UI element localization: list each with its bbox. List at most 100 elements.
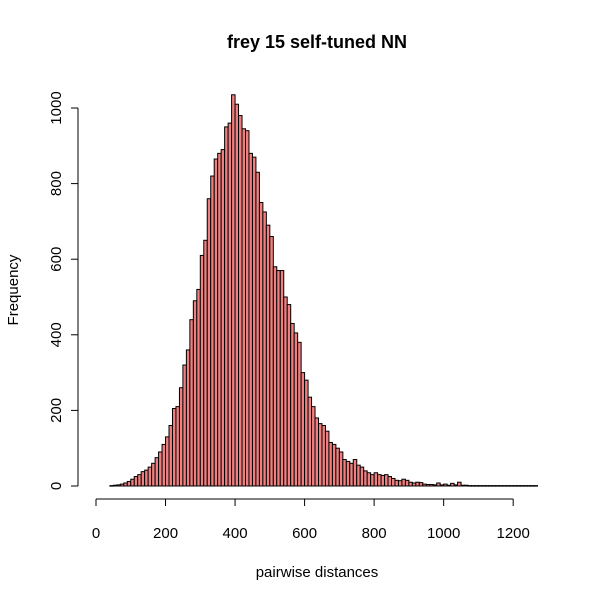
histogram-bar xyxy=(116,484,121,487)
x-axis-ticks: 0 200 400 600 800 1000 1200 xyxy=(92,499,530,542)
histogram-bar xyxy=(210,175,215,487)
histogram-bar xyxy=(231,94,236,487)
histogram-bar xyxy=(387,476,393,487)
histogram-bar xyxy=(432,484,438,487)
histogram-bar xyxy=(192,300,198,487)
histogram-bar xyxy=(248,152,253,487)
histogram-bar xyxy=(464,484,469,487)
histogram-bar xyxy=(203,239,208,487)
histogram-bar xyxy=(335,447,340,487)
histogram-bar xyxy=(318,423,323,487)
x-tick-label: 600 xyxy=(292,525,317,542)
histogram-bar xyxy=(457,481,462,487)
histogram-bar xyxy=(530,485,535,487)
histogram-bar xyxy=(178,387,184,487)
histogram-bar xyxy=(526,485,532,487)
x-tick-label: 1200 xyxy=(497,525,530,542)
y-tick-label: 200 xyxy=(48,398,65,423)
histogram-bar xyxy=(401,478,406,487)
histogram-bar xyxy=(265,224,271,487)
histogram-bar xyxy=(238,115,243,487)
histogram-bar xyxy=(300,372,306,487)
histogram-bar xyxy=(366,472,372,487)
y-tick-label: 1000 xyxy=(48,91,65,124)
histogram-bar xyxy=(151,462,156,487)
histogram-bar xyxy=(112,484,118,487)
histogram-bar xyxy=(484,485,490,487)
histogram-bar xyxy=(352,459,358,487)
histogram-bar xyxy=(418,482,424,487)
histogram-bar xyxy=(126,480,132,487)
histogram-bar xyxy=(488,485,493,487)
histogram-bar xyxy=(523,485,528,487)
x-tick-label: 800 xyxy=(362,525,387,542)
histogram-bar xyxy=(370,474,375,487)
histogram-bar xyxy=(144,469,149,487)
y-tick-label: 600 xyxy=(48,247,65,272)
chart-title: frey 15 self-tuned NN xyxy=(227,32,407,52)
histogram-bar xyxy=(185,349,191,487)
histogram-bar xyxy=(324,430,330,487)
histogram-bar xyxy=(338,451,344,487)
histogram-bar xyxy=(491,485,497,487)
y-tick-label: 800 xyxy=(48,171,65,196)
histogram-bar xyxy=(311,406,316,487)
histogram-bars xyxy=(109,94,539,487)
histogram-bar xyxy=(213,158,219,487)
histogram-bar xyxy=(276,270,281,487)
histogram-bar xyxy=(255,171,260,487)
histogram-bar xyxy=(321,425,326,487)
histogram-bar xyxy=(189,319,194,487)
histogram-bar xyxy=(502,485,507,487)
histogram-bar xyxy=(314,417,319,487)
histogram-bar xyxy=(241,128,247,487)
histogram-bar xyxy=(408,481,413,487)
histogram-bar xyxy=(161,443,167,487)
histogram-bar xyxy=(533,485,539,487)
histogram-bar xyxy=(133,476,139,487)
histogram-bar xyxy=(415,481,420,487)
histogram-bar xyxy=(436,482,441,487)
histogram-bar xyxy=(109,485,114,487)
histogram-bar xyxy=(439,484,445,487)
histogram-bar xyxy=(331,443,337,487)
histogram-bar xyxy=(512,485,518,487)
histogram-bar xyxy=(373,472,379,487)
x-tick-label: 200 xyxy=(153,525,178,542)
histogram-bar xyxy=(279,270,285,487)
histogram-bar xyxy=(286,304,292,487)
histogram-bar xyxy=(137,474,142,487)
histogram-bar xyxy=(206,198,212,487)
histogram-bar xyxy=(481,485,486,487)
histogram-bar xyxy=(297,341,302,487)
y-axis-ticks: 0 200 400 600 800 1000 xyxy=(48,91,78,490)
y-tick-label: 0 xyxy=(48,482,65,490)
histogram-bar xyxy=(470,485,476,487)
histogram-bar xyxy=(224,126,229,487)
histogram-bar xyxy=(509,485,514,487)
histogram-bar xyxy=(140,471,146,487)
histogram-bar xyxy=(349,462,354,487)
histogram-bar xyxy=(234,103,240,487)
histogram-bar xyxy=(251,156,257,487)
histogram-bar xyxy=(123,482,128,487)
histogram-bar xyxy=(391,477,396,487)
histogram-bar xyxy=(182,364,187,487)
histogram-bar xyxy=(384,474,389,487)
histogram-bar xyxy=(345,460,351,487)
histogram-bar xyxy=(119,483,125,487)
histogram-bar xyxy=(359,466,365,487)
histogram-bar xyxy=(380,474,386,487)
histogram-bar xyxy=(404,479,410,487)
histogram-bar xyxy=(175,406,180,487)
histogram-bar xyxy=(171,408,177,487)
x-axis-label: pairwise distances xyxy=(256,564,379,581)
histogram-bar xyxy=(283,296,288,487)
histogram-bar xyxy=(422,483,427,487)
histogram-bar xyxy=(130,478,135,487)
histogram-bar xyxy=(307,396,313,487)
histogram-bar xyxy=(147,466,153,487)
histogram-bar xyxy=(411,482,417,487)
